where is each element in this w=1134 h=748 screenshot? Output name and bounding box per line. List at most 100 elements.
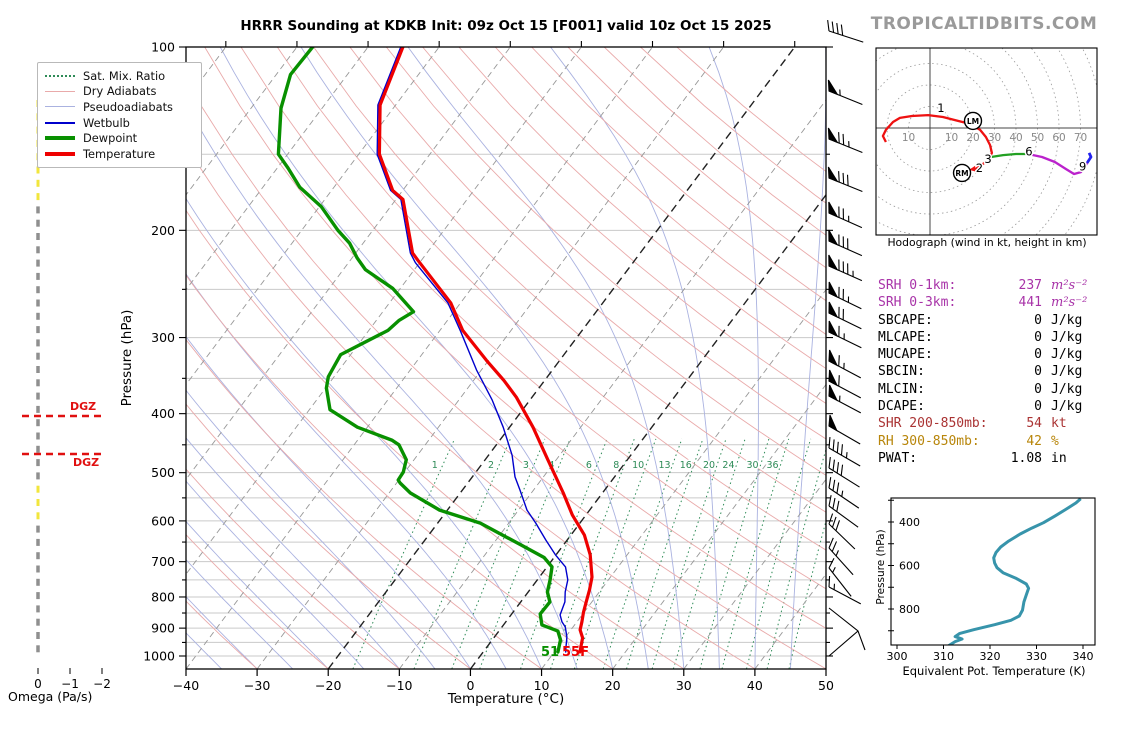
index-row: MUCAPE: 0 J/kg bbox=[878, 346, 1123, 363]
hodo-ring-label: 60 bbox=[1052, 132, 1065, 144]
hodo-ring-label: 50 bbox=[1031, 132, 1044, 144]
mixing-ratio-label: 16 bbox=[680, 460, 692, 471]
mixing-ratio-label: 3 bbox=[523, 460, 529, 471]
index-unit: J/kg bbox=[1051, 364, 1083, 380]
mixing-ratio-label: 8 bbox=[613, 460, 619, 471]
hodo-marker-RM bbox=[952, 163, 972, 183]
dgz-label-upper: DGZ bbox=[70, 400, 97, 413]
index-unit: kt bbox=[1051, 416, 1067, 432]
mixing-ratio-label: 1 bbox=[432, 460, 438, 471]
index-label: MUCAPE: bbox=[878, 347, 933, 363]
x-tick-label: −20 bbox=[315, 678, 341, 693]
ept-x-tick-label: 340 bbox=[1073, 650, 1094, 663]
legend-line-swatch bbox=[45, 90, 75, 92]
index-label: SBCAPE: bbox=[878, 312, 933, 328]
index-unit: % bbox=[1051, 433, 1059, 449]
omega-panel: 0 −1 −2 bbox=[22, 100, 111, 691]
pressure-tick-label: 400 bbox=[151, 406, 175, 421]
hodo-ring-label: 20 bbox=[966, 132, 979, 144]
legend-item: Dewpoint bbox=[45, 130, 195, 146]
ept-x-tick-label: 310 bbox=[933, 650, 954, 663]
dry-adiabat-line bbox=[240, 47, 826, 590]
dry-adiabat-line bbox=[186, 534, 329, 669]
pseudoadiabat-line bbox=[790, 47, 826, 669]
index-label: PWAT: bbox=[878, 450, 918, 466]
legend-item-label: Dewpoint bbox=[83, 131, 138, 146]
surface-dewpoint-label: 51 bbox=[541, 645, 560, 660]
index-label: MLCIN: bbox=[878, 381, 925, 397]
indices-panel: SRH 0-1km: 237 m²s⁻² SRH 0-3km: 441 m²s⁻² SBCA… bbox=[878, 277, 1123, 467]
mixing-ratio-line bbox=[626, 438, 704, 669]
hodo-ring-label: 30 bbox=[988, 132, 1001, 144]
pressure-tick-label: 500 bbox=[151, 465, 175, 480]
pseudoadiabat-line bbox=[407, 47, 685, 669]
index-row: RH 300-850mb: 42% bbox=[878, 433, 1123, 450]
wind-barbs bbox=[827, 20, 866, 657]
index-unit: m²s⁻² bbox=[1051, 295, 1088, 311]
index-row: MLCIN: 0 J/kg bbox=[878, 381, 1123, 398]
ept-y-tick-label: 400 bbox=[899, 516, 920, 529]
x-tick-label: 50 bbox=[818, 678, 834, 693]
mixing-ratio-line bbox=[602, 438, 683, 669]
legend-line-swatch bbox=[45, 106, 75, 108]
legend-line-swatch bbox=[45, 151, 75, 156]
mixing-ratio-line bbox=[352, 438, 456, 669]
ept-chart: 400 600 800 300 310 320 330 340 bbox=[887, 497, 1096, 663]
pseudoadiabat-line bbox=[186, 520, 329, 669]
dry-adiabat-line bbox=[458, 47, 826, 370]
index-label: SRH 0-3km: bbox=[878, 295, 957, 311]
legend-item: Temperature bbox=[45, 146, 195, 162]
surface-temperature-label: 55F bbox=[562, 645, 589, 660]
mixing-ratio-line bbox=[651, 438, 727, 669]
dry-adiabat-line bbox=[186, 339, 542, 669]
pseudoadiabat-line bbox=[708, 47, 759, 669]
index-label: SHR 200-850mb: bbox=[878, 416, 988, 432]
hodo-height-label: 2 bbox=[976, 161, 983, 175]
mixing-ratio-line bbox=[451, 438, 546, 669]
dry-adiabat-line bbox=[186, 144, 756, 669]
dry-adiabat-line bbox=[276, 47, 826, 551]
dewpoint-curve bbox=[276, 47, 563, 654]
dry-adiabat-line bbox=[186, 209, 685, 669]
legend-item: Sat. Mix. Ratio bbox=[45, 68, 195, 84]
legend-item: Pseudoadiabats bbox=[45, 99, 195, 115]
hodograph-trace-0-3km bbox=[881, 113, 994, 168]
index-value: 1.08 bbox=[1010, 450, 1042, 466]
dry-adiabat-line bbox=[186, 77, 826, 669]
omega-axis-label: Omega (Pa/s) bbox=[8, 689, 93, 704]
ept-x-tick-label: 300 bbox=[887, 650, 908, 663]
skewt-background: 1 2 3 4 6 8 10 13 16 20 24 30 36 bbox=[186, 47, 826, 669]
hodograph-caption: Hodograph (wind in kt, height in km) bbox=[887, 236, 1087, 249]
dry-adiabat-line bbox=[422, 47, 826, 404]
index-label: SBCIN: bbox=[878, 364, 925, 380]
hodo-marker-LM bbox=[963, 111, 983, 131]
dry-adiabat-line bbox=[494, 47, 826, 335]
ept-x-tick-label: 320 bbox=[980, 650, 1001, 663]
pressure-tick-label: 100 bbox=[151, 40, 175, 55]
dry-adiabat-line bbox=[385, 47, 826, 440]
index-unit: in bbox=[1051, 450, 1067, 466]
pressure-tick-label: 700 bbox=[151, 554, 175, 569]
dgz-label-lower: DGZ bbox=[73, 456, 100, 469]
pseudoadiabat-line bbox=[186, 389, 436, 669]
theta-e-curve bbox=[947, 498, 1082, 645]
index-row: SBCAPE: 0 J/kg bbox=[878, 312, 1123, 329]
mixing-ratio-label: 36 bbox=[766, 460, 778, 471]
storm-motion-arrowhead bbox=[969, 163, 979, 172]
pseudoadiabat-line bbox=[550, 47, 720, 669]
index-label: RH 300-850mb: bbox=[878, 433, 980, 449]
index-row: SBCIN: 0 J/kg bbox=[878, 363, 1123, 380]
index-value: 0 bbox=[1034, 399, 1042, 415]
x-tick-label: 20 bbox=[605, 678, 621, 693]
index-unit: J/kg bbox=[1051, 399, 1083, 415]
omega-tick-label: −2 bbox=[93, 677, 111, 691]
mixing-ratio-label: 6 bbox=[586, 460, 592, 471]
x-tick-label: 10 bbox=[534, 678, 550, 693]
mixing-ratio-line bbox=[699, 438, 770, 669]
index-value: 0 bbox=[1034, 329, 1042, 345]
dry-adiabat-line bbox=[186, 403, 471, 669]
ept-x-tick-label: 330 bbox=[1026, 650, 1047, 663]
dry-adiabat-line bbox=[531, 47, 826, 302]
pseudoadiabat-line bbox=[300, 47, 649, 669]
